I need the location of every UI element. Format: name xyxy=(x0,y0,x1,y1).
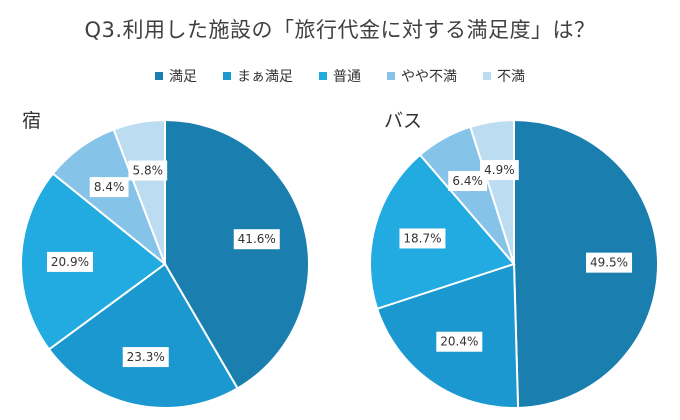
data-label-fuman: 5.8% xyxy=(133,164,164,178)
data-label-box xyxy=(399,228,446,249)
data-label-manzoku: 41.6% xyxy=(238,232,276,246)
pie-slice-maa-manzoku xyxy=(47,262,239,409)
pie-slice-manzoku xyxy=(164,118,310,390)
data-label-futsuu: 18.7% xyxy=(403,231,441,245)
legend-swatch xyxy=(155,72,163,80)
legend-item-manzoku: 満足 xyxy=(155,66,197,86)
data-label-box xyxy=(122,347,169,368)
legend-item-maa-manzoku: まぁ満足 xyxy=(223,66,293,86)
data-label-maa-manzoku: 20.4% xyxy=(440,335,478,349)
pie-slice-manzoku xyxy=(513,118,659,409)
legend-swatch xyxy=(387,72,395,80)
data-label-yaya-fuman: 6.4% xyxy=(452,174,483,188)
data-label-box xyxy=(436,331,483,352)
pie-title-bus: バス xyxy=(384,110,423,132)
data-label-manzoku: 49.5% xyxy=(590,256,628,270)
data-label-box xyxy=(89,177,129,198)
legend-swatch xyxy=(319,72,327,80)
data-label-box xyxy=(586,252,633,273)
legend-label: 満足 xyxy=(169,69,197,85)
legend-label: 不満 xyxy=(497,69,525,85)
legend: 満足 まぁ満足 普通 やや不満 不満 xyxy=(0,66,680,86)
chart-title: Q3.利用した施設の「旅行代金に対する満足度」は？ xyxy=(84,18,596,42)
pie-chart-bus: 49.5% 20.4% 18.7% 6.4%4.9% xyxy=(369,118,659,409)
data-label-futsuu: 20.9% xyxy=(51,255,89,269)
data-label-maa-manzoku: 23.3% xyxy=(127,350,165,364)
pie-chart-yado: 41.6% 23.3% 20.9% 8.4% 5.8% xyxy=(20,118,310,409)
data-label-box xyxy=(448,171,488,192)
pie-title-yado: 宿 xyxy=(22,110,42,132)
legend-label: まぁ満足 xyxy=(237,69,293,85)
legend-item-futsuu: 普通 xyxy=(319,66,361,86)
legend-item-fuman: 不満 xyxy=(483,66,525,86)
data-label-box xyxy=(128,160,168,181)
data-label-fuman: 4.9% xyxy=(484,163,515,177)
data-label-yaya-fuman: 8.4% xyxy=(94,180,125,194)
legend-item-yaya-fuman: やや不満 xyxy=(387,66,457,86)
data-label-box xyxy=(233,229,280,250)
pie-slice-fuman xyxy=(112,118,166,265)
legend-swatch xyxy=(483,72,491,80)
legend-label: 普通 xyxy=(333,69,361,85)
pie-slice-fuman xyxy=(469,118,515,265)
data-label-box xyxy=(46,251,93,272)
pie-slice-futsuu xyxy=(20,172,167,351)
legend-label: やや不満 xyxy=(401,69,457,85)
data-label-box xyxy=(480,160,519,181)
legend-swatch xyxy=(223,72,231,80)
